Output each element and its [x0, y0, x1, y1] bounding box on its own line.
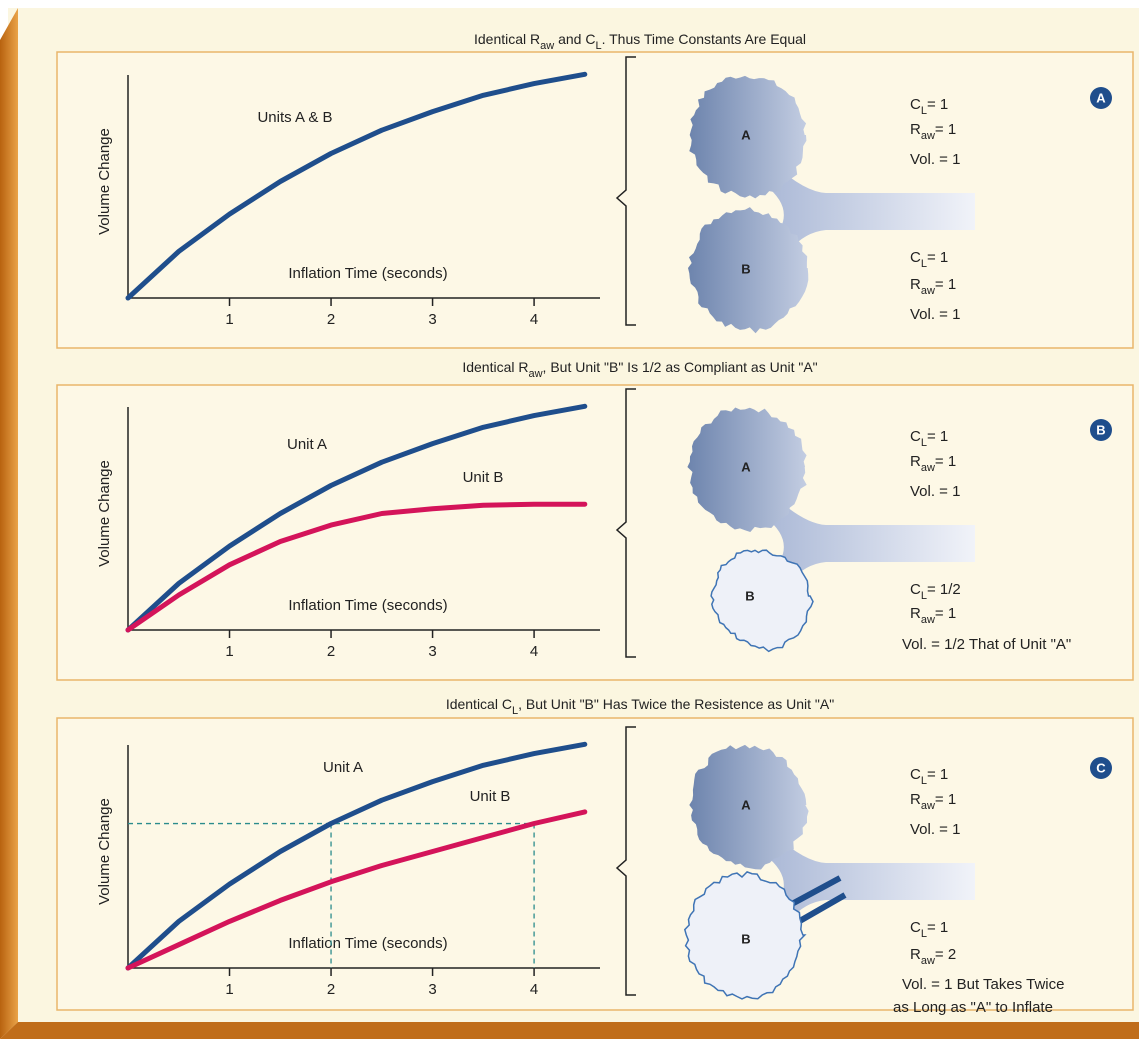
x-tick-label: 3: [428, 981, 436, 998]
unit-label: A: [741, 127, 751, 142]
text-part: = 1: [927, 96, 948, 113]
x-tick-label: 4: [530, 981, 538, 998]
frame-edge: [0, 8, 18, 1039]
text-part: Vol. = 1: [910, 151, 960, 168]
parameter: Vol. = 1: [910, 821, 960, 838]
y-axis-label: Volume Change: [96, 128, 113, 235]
text-part: C: [910, 249, 921, 266]
text-part: Identical C: [446, 696, 512, 712]
y-axis-label: Volume Change: [96, 460, 113, 567]
text-part: and C: [554, 31, 595, 47]
text-part: R: [910, 946, 921, 963]
x-tick-label: 1: [225, 311, 233, 328]
text-part: Vol. = 1: [910, 306, 960, 323]
text-part: Identical R: [474, 31, 540, 47]
text-part: = 1: [927, 919, 948, 936]
parameter: Vol. = 1: [910, 483, 960, 500]
text-part: R: [910, 121, 921, 138]
text-part: , But Unit "B" Is 1/2 as Compliant as Un…: [543, 359, 818, 375]
x-tick-label: 4: [530, 311, 538, 328]
subscript: aw: [921, 130, 935, 142]
subscript: aw: [528, 368, 542, 380]
text-part: = 1: [935, 121, 956, 138]
text-part: = 1: [927, 766, 948, 783]
text-part: R: [910, 605, 921, 622]
text-part: Vol. = 1/2 That of Unit "A": [902, 636, 1071, 653]
subscript: aw: [921, 462, 935, 474]
text-part: R: [910, 791, 921, 808]
subscript: aw: [921, 800, 935, 812]
badge-label: A: [1096, 90, 1106, 105]
badge-label: C: [1096, 760, 1106, 775]
frame-edge: [0, 1022, 1139, 1039]
x-tick-label: 3: [428, 311, 436, 328]
subscript: aw: [921, 955, 935, 967]
badge-label: B: [1096, 422, 1105, 437]
subscript: aw: [540, 40, 554, 52]
text-part: C: [910, 428, 921, 445]
text-part: C: [910, 96, 921, 113]
parameter: Vol. = 1: [910, 151, 960, 168]
text-part: = 1: [935, 605, 956, 622]
text-part: C: [910, 581, 921, 598]
x-tick-label: 2: [327, 643, 335, 660]
figure: Identical Raw and CL. Thus Time Constant…: [0, 0, 1139, 1039]
parameter: Vol. = 1/2 That of Unit "A": [902, 636, 1071, 653]
x-tick-label: 1: [225, 981, 233, 998]
x-tick-label: 3: [428, 643, 436, 660]
subscript: aw: [921, 614, 935, 626]
parameter: Vol. = 1 But Takes Twice: [902, 976, 1064, 993]
series-label: Unit B: [470, 788, 511, 805]
text-part: = 1: [935, 453, 956, 470]
text-part: Vol. = 1: [910, 483, 960, 500]
y-axis-label: Volume Change: [96, 798, 113, 905]
unit-label: B: [745, 588, 754, 603]
text-part: = 1: [935, 791, 956, 808]
text-part: C: [910, 766, 921, 783]
x-axis-label: Inflation Time (seconds): [288, 265, 447, 282]
text-part: = 1: [927, 428, 948, 445]
x-tick-label: 2: [327, 311, 335, 328]
series-label: Unit A: [323, 759, 363, 776]
text-part: , But Unit "B" Has Twice the Resistence …: [518, 696, 834, 712]
subscript: aw: [921, 285, 935, 297]
x-tick-label: 4: [530, 643, 538, 660]
x-tick-label: 2: [327, 981, 335, 998]
text-part: = 1: [927, 249, 948, 266]
parameter: Vol. = 1: [910, 306, 960, 323]
text-part: Vol. = 1 But Takes Twice: [902, 976, 1064, 993]
text-part: = 1/2: [927, 581, 961, 598]
series-label: Unit B: [463, 469, 504, 486]
text-part: Vol. = 1: [910, 821, 960, 838]
text-part: as Long as "A" to Inflate: [893, 999, 1053, 1016]
x-axis-label: Inflation Time (seconds): [288, 597, 447, 614]
text-part: Identical R: [462, 359, 528, 375]
text-part: . Thus Time Constants Are Equal: [602, 31, 806, 47]
unit-label: A: [741, 459, 751, 474]
text-part: C: [910, 919, 921, 936]
text-part: = 1: [935, 276, 956, 293]
text-part: R: [910, 453, 921, 470]
text-part: R: [910, 276, 921, 293]
unit-label: B: [741, 931, 750, 946]
text-part: = 2: [935, 946, 956, 963]
x-axis-label: Inflation Time (seconds): [288, 935, 447, 952]
parameter: as Long as "A" to Inflate: [893, 999, 1053, 1016]
unit-label: B: [741, 261, 750, 276]
unit-label: A: [741, 797, 751, 812]
series-label: Units A & B: [257, 109, 332, 126]
series-label: Unit A: [287, 436, 327, 453]
x-tick-label: 1: [225, 643, 233, 660]
